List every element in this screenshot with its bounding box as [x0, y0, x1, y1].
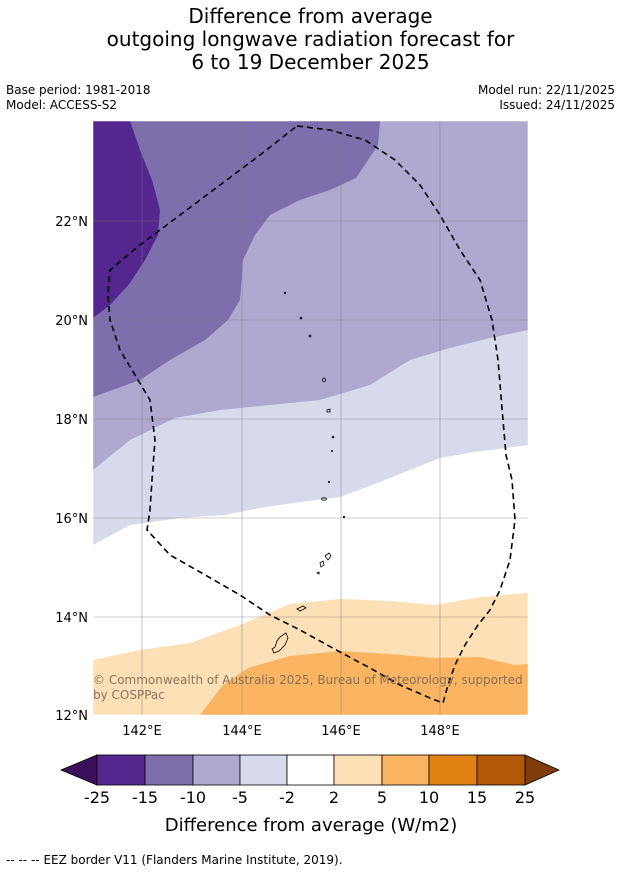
eez-legend-text: EEZ border V11 (Flanders Marine Institut… — [43, 853, 343, 867]
band-minus25-minus15 — [93, 121, 160, 318]
model-run: Model run: 22/11/2025 — [477, 83, 615, 97]
eez-border — [107, 125, 516, 705]
lat-label: 22°N — [55, 215, 88, 230]
colorbar: -25 -15 -10 -5 -2 2 5 10 15 25 Differenc… — [59, 754, 560, 836]
colorbar-ticks: -25 -15 -10 -5 -2 2 5 10 15 25 — [84, 788, 535, 807]
colorbar-tick: 15 — [467, 788, 487, 807]
title-line-2: outgoing longwave radiation forecast for — [106, 27, 515, 51]
meta-left: Base period: 1981-2018 Model: ACCESS-S2 — [6, 83, 151, 113]
copyright-line-2: by COSPPac — [93, 688, 165, 702]
lon-label: 148°E — [420, 724, 460, 739]
colorbar-swatch — [333, 754, 383, 786]
colorbar-swatch — [286, 754, 335, 786]
colorbar-swatch — [192, 754, 241, 786]
base-period: Base period: 1981-2018 — [6, 83, 151, 97]
colorbar-swatch — [476, 754, 526, 786]
colorbar-label: Difference from average (W/m2) — [165, 815, 457, 836]
colorbar-tick: 10 — [419, 788, 439, 807]
meta-right: Model run: 22/11/2025 Issued: 24/11/2025 — [478, 83, 615, 113]
lon-label: 146°E — [321, 724, 361, 739]
colorbar-tick: -5 — [232, 788, 248, 807]
lat-labels: 22°N 20°N 18°N 16°N 14°N 12°N — [55, 215, 88, 724]
colorbar-tick: -2 — [279, 788, 295, 807]
colorbar-swatch — [144, 754, 194, 786]
title-line-3: 6 to 19 December 2025 — [191, 50, 430, 74]
lat-label: 18°N — [55, 413, 88, 428]
colorbar-tick: -10 — [180, 788, 206, 807]
map-frame — [92, 120, 529, 716]
colorbar-under-arrow — [59, 754, 98, 786]
band-minus15-minus10 — [93, 121, 380, 397]
svg-text:© Commonwealth of Australia 20: © Commonwealth of Australia 2025, Bureau… — [93, 673, 526, 702]
lon-label: 144°E — [222, 724, 262, 739]
lon-label: 142°E — [122, 724, 162, 739]
footer-legend: -- -- -- EEZ border V11 (Flanders Marine… — [6, 853, 343, 867]
lat-label: 14°N — [55, 611, 88, 626]
band-plus5-plus10 — [200, 651, 528, 715]
colorbar-swatch — [381, 754, 430, 786]
lon-labels: 142°E 144°E 146°E 148°E — [122, 724, 460, 739]
gridlines — [93, 121, 528, 715]
eez-legend-symbol: -- -- -- — [6, 853, 40, 867]
title-line-1: Difference from average — [188, 4, 433, 28]
colorbar-swatch — [428, 754, 478, 786]
copyright-line-1: © Commonwealth of Australia 2025, Bureau… — [93, 673, 523, 687]
issued-date: Issued: 24/11/2025 — [499, 98, 615, 112]
lat-label: 16°N — [55, 512, 88, 527]
chart-title: Difference from average outgoing longwav… — [0, 5, 621, 74]
colorbar-swatch — [96, 754, 146, 786]
lat-label: 12°N — [55, 709, 88, 724]
colorbar-tick: 25 — [515, 788, 535, 807]
colorbar-tick: 2 — [329, 788, 339, 807]
island-outlines — [271, 291, 346, 654]
colorbar-tick: 5 — [377, 788, 387, 807]
map-plot: © Commonwealth of Australia 2025, Bureau… — [93, 121, 528, 715]
colorbar-swatch — [239, 754, 288, 786]
colorbar-over-arrow — [524, 754, 560, 786]
model-name: Model: ACCESS-S2 — [6, 98, 118, 112]
colorbar-tick: -25 — [84, 788, 110, 807]
colorbar-tick: -15 — [132, 788, 158, 807]
lat-label: 20°N — [55, 314, 88, 329]
